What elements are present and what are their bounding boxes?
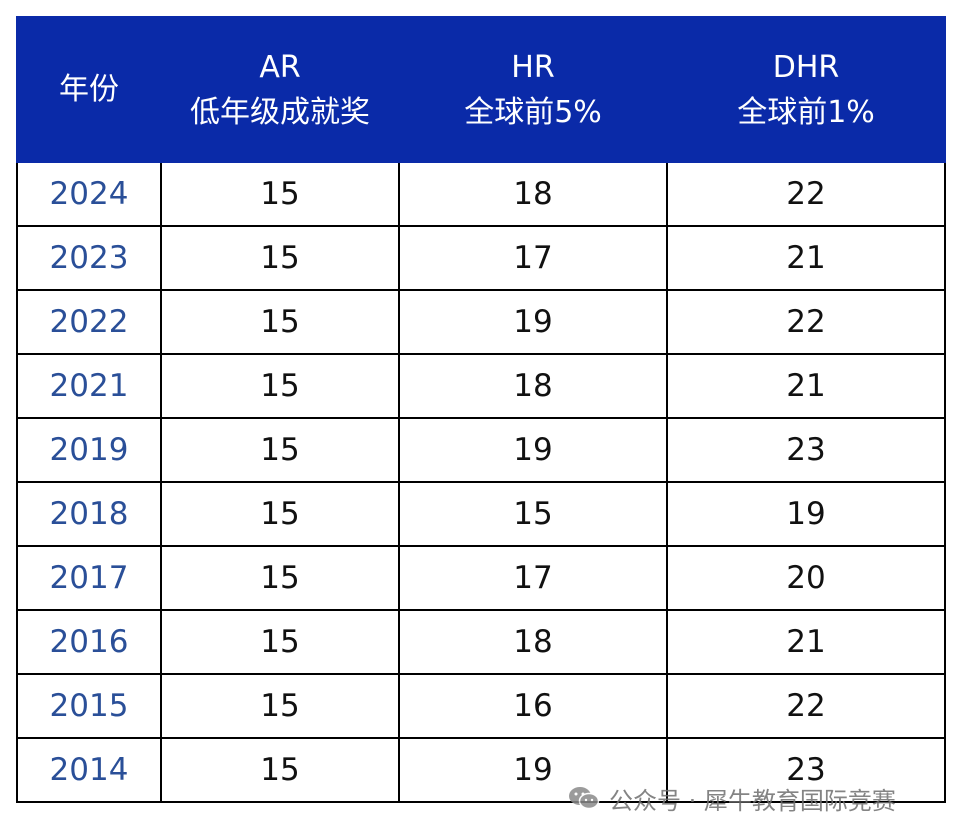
- header-hr: HR 全球前5%: [398, 16, 668, 163]
- header-year-label: 年份: [59, 72, 119, 107]
- dhr-cell: 22: [666, 161, 946, 227]
- ar-cell: 15: [160, 289, 400, 355]
- dhr-cell: 21: [666, 225, 946, 291]
- table-row: 2022 15 19 22: [16, 289, 946, 355]
- hr-cell: 19: [398, 289, 668, 355]
- dhr-cell: 21: [666, 353, 946, 419]
- ar-cell: 15: [160, 737, 400, 803]
- year-cell: 2023: [16, 225, 162, 291]
- table-row: 2021 15 18 21: [16, 353, 946, 419]
- score-table: 年份 AR 低年级成就奖 HR 全球前5% DHR 全球前1% 2024 15 …: [16, 16, 946, 803]
- ar-cell: 15: [160, 353, 400, 419]
- table-row: 2018 15 15 19: [16, 481, 946, 547]
- year-cell: 2019: [16, 417, 162, 483]
- dhr-cell: 23: [666, 737, 946, 803]
- header-ar: AR 低年级成就奖: [160, 16, 400, 163]
- table-row: 2023 15 17 21: [16, 225, 946, 291]
- header-hr-code: HR: [511, 49, 555, 85]
- ar-cell: 15: [160, 545, 400, 611]
- hr-cell: 17: [398, 545, 668, 611]
- ar-cell: 15: [160, 609, 400, 675]
- watermark: 公众号 · 犀牛教育国际竞赛: [567, 780, 896, 816]
- ar-cell: 15: [160, 673, 400, 739]
- dhr-cell: 19: [666, 481, 946, 547]
- watermark-text: 公众号 · 犀牛教育国际竞赛: [609, 786, 896, 815]
- header-year: 年份: [16, 16, 162, 163]
- ar-cell: 15: [160, 481, 400, 547]
- hr-cell: 18: [398, 161, 668, 227]
- table-row: 2014 15 19 23: [16, 737, 946, 803]
- header-row: 年份 AR 低年级成就奖 HR 全球前5% DHR 全球前1%: [16, 16, 946, 163]
- header-hr-desc: 全球前5%: [464, 94, 602, 130]
- year-cell: 2024: [16, 161, 162, 227]
- dhr-cell: 21: [666, 609, 946, 675]
- header-dhr: DHR 全球前1%: [666, 16, 946, 163]
- table-row: 2024 15 18 22: [16, 161, 946, 227]
- wechat-icon: [569, 787, 600, 810]
- table-row: 2015 15 16 22: [16, 673, 946, 739]
- ar-cell: 15: [160, 225, 400, 291]
- ar-cell: 15: [160, 161, 400, 227]
- hr-cell: 19: [398, 417, 668, 483]
- header-ar-code: AR: [259, 49, 301, 85]
- year-cell: 2018: [16, 481, 162, 547]
- table-row: 2017 15 17 20: [16, 545, 946, 611]
- hr-cell: 16: [398, 673, 668, 739]
- hr-cell: 15: [398, 481, 668, 547]
- year-cell: 2022: [16, 289, 162, 355]
- header-dhr-code: DHR: [772, 49, 840, 85]
- header-ar-desc: 低年级成就奖: [190, 94, 370, 130]
- table-row: 2016 15 18 21: [16, 609, 946, 675]
- hr-cell: 18: [398, 353, 668, 419]
- dhr-cell: 23: [666, 417, 946, 483]
- year-cell: 2017: [16, 545, 162, 611]
- year-cell: 2015: [16, 673, 162, 739]
- dhr-cell: 22: [666, 673, 946, 739]
- year-cell: 2016: [16, 609, 162, 675]
- header-dhr-desc: 全球前1%: [737, 94, 875, 130]
- table-row: 2019 15 19 23: [16, 417, 946, 483]
- hr-cell: 18: [398, 609, 668, 675]
- hr-cell: 19: [398, 737, 668, 803]
- dhr-cell: 20: [666, 545, 946, 611]
- ar-cell: 15: [160, 417, 400, 483]
- dhr-cell: 22: [666, 289, 946, 355]
- year-cell: 2014: [16, 737, 162, 803]
- year-cell: 2021: [16, 353, 162, 419]
- hr-cell: 17: [398, 225, 668, 291]
